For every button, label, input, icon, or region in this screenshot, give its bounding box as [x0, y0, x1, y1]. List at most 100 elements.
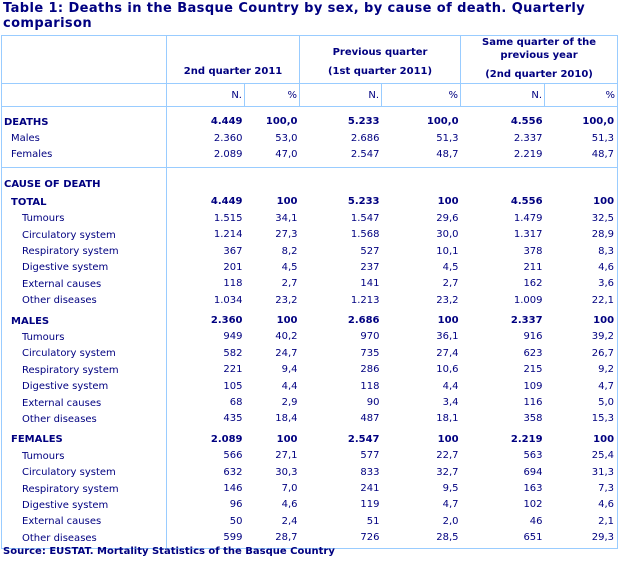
percent-cell: 10,6: [436, 364, 459, 376]
count-cell: 577: [360, 450, 380, 462]
count-cell: 286: [360, 364, 380, 376]
percent-cell: 24,7: [275, 347, 298, 359]
table-row: Circulatory system 632 30,3 833 32,7 694 31,3: [1, 464, 618, 481]
row-label: Tumours: [1, 448, 167, 465]
count-cell: 916: [523, 331, 543, 343]
percent-cell: 3,6: [598, 278, 615, 290]
table-row: External causes 68 2,9 90 3,4 116 5,0: [1, 394, 618, 412]
count-cell: [300, 174, 382, 194]
count-cell: 623: [523, 347, 543, 359]
count-cell: 1.214: [213, 229, 243, 241]
count-cell: 50: [229, 515, 243, 527]
percent-cell: 3,4: [442, 397, 459, 409]
group-header-line1: Previous quarter: [332, 47, 428, 58]
percent-cell: 100: [276, 433, 298, 445]
count-cell: 2.219: [513, 148, 543, 160]
percent-cell: 100,0: [582, 116, 615, 128]
percent-cell: 8,3: [598, 245, 615, 257]
percent-cell: 7,3: [598, 483, 615, 494]
table-row: Respiratory system 367 8,2 527 10,1 378 8,3: [1, 243, 618, 260]
count-cell: 970: [360, 331, 380, 343]
table-row: Respiratory system 146 7,0 241 9,5 163 7,3: [1, 480, 618, 498]
percent-cell: 2,1: [598, 515, 615, 527]
count-cell: 2.089: [213, 148, 243, 160]
count-cell: 833: [360, 466, 380, 478]
count-cell: 105: [223, 380, 243, 392]
table-row: Other diseases 435 18,4 487 18,1 358 15,3: [1, 411, 618, 428]
count-cell: 90: [366, 397, 380, 409]
table-row: CAUSE OF DEATH: [1, 174, 618, 195]
percent-cell: 22,1: [591, 294, 615, 306]
percent-cell: 34,1: [275, 212, 298, 224]
count-cell: 141: [360, 278, 380, 290]
count-cell: 118: [223, 278, 243, 290]
count-cell: 2.337: [510, 315, 543, 327]
count-cell: 1.034: [213, 294, 243, 306]
percent-cell: 31,3: [591, 466, 615, 478]
spacer-cell: [544, 163, 618, 169]
percent-cell: 2,7: [281, 278, 298, 290]
percent-cell: 100: [593, 433, 615, 445]
spacer-cell: [381, 163, 461, 169]
spacer-row: [1, 167, 618, 175]
row-label: CAUSE OF DEATH: [1, 174, 167, 195]
percent-cell: 100: [437, 315, 459, 327]
count-cell: 102: [523, 499, 543, 511]
percent-cell: [382, 174, 461, 194]
row-label: External causes: [1, 513, 167, 530]
count-cell: 1.213: [350, 294, 380, 306]
percent-cell: 27,1: [275, 450, 298, 462]
count-cell: 5.233: [347, 196, 380, 208]
table-row: Tumours 566 27,1 577 22,7 563 25,4: [1, 448, 618, 465]
count-cell: 527: [360, 245, 380, 257]
percent-cell: 4,6: [281, 499, 298, 511]
corner-cell: [1, 83, 167, 107]
spacer-cell: [382, 107, 461, 115]
count-cell: 96: [229, 499, 243, 511]
spacer-cell: [300, 107, 382, 115]
group-header-line1: Same quarter of the previous year: [482, 37, 596, 61]
row-label: Tumours: [1, 210, 167, 227]
percent-cell: 32,5: [591, 212, 615, 224]
row-label: DEATHS: [1, 114, 167, 131]
percent-cell: 2,0: [442, 515, 459, 527]
table-row: Females 2.089 47,0 2.547 48,7 2.219 48,7: [1, 146, 618, 164]
row-label: External causes: [1, 394, 167, 412]
percent-cell: 100,0: [265, 116, 298, 128]
count-cell: 2.686: [350, 132, 380, 144]
count-cell: 119: [360, 499, 380, 511]
count-cell: 46: [529, 515, 543, 527]
row-label: Digestive system: [1, 259, 167, 277]
spacer-cell: [299, 163, 382, 169]
percent-cell: 28,5: [436, 532, 459, 544]
spacer-cell: [1, 308, 167, 313]
count-cell: 1.515: [213, 212, 243, 224]
spacer-row: [1, 546, 618, 549]
sub-header-n: N.: [299, 83, 382, 107]
percent-cell: 100: [593, 315, 615, 327]
count-cell: 51: [366, 515, 380, 527]
spacer-cell: [545, 546, 618, 549]
source-note: Source: EUSTAT. Mortality Statistics of …: [3, 546, 335, 557]
group-header-line2: 2nd quarter 2011: [183, 66, 283, 77]
count-cell: 1.009: [513, 294, 543, 306]
count-cell: 566: [223, 450, 243, 462]
percent-cell: 39,2: [591, 331, 615, 343]
percent-cell: 8,2: [281, 245, 298, 257]
percent-cell: 4,7: [598, 380, 615, 392]
percent-cell: 4,6: [598, 499, 615, 511]
table-row: Digestive system 96 4,6 119 4,7 102 4,6: [1, 497, 618, 514]
count-cell: 435: [223, 413, 243, 425]
percent-cell: 47,0: [275, 148, 298, 160]
percent-cell: 18,4: [275, 413, 298, 425]
count-cell: 2.547: [347, 433, 380, 445]
row-label: Circulatory system: [1, 464, 167, 481]
percent-cell: 18,1: [436, 413, 459, 425]
count-cell: [167, 174, 245, 194]
spacer-row: [1, 308, 618, 313]
group-header-previous-quarter: Previous quarter (1st quarter 2011): [299, 35, 461, 84]
table-row: MALES 2.360 100 2.686 100 2.337 100: [1, 312, 618, 330]
group-header-previous-year: Same quarter of the previous year (2nd q…: [460, 35, 618, 84]
spacer-cell: [460, 163, 545, 169]
table-row: External causes 50 2,4 51 2,0 46 2,1: [1, 513, 618, 530]
